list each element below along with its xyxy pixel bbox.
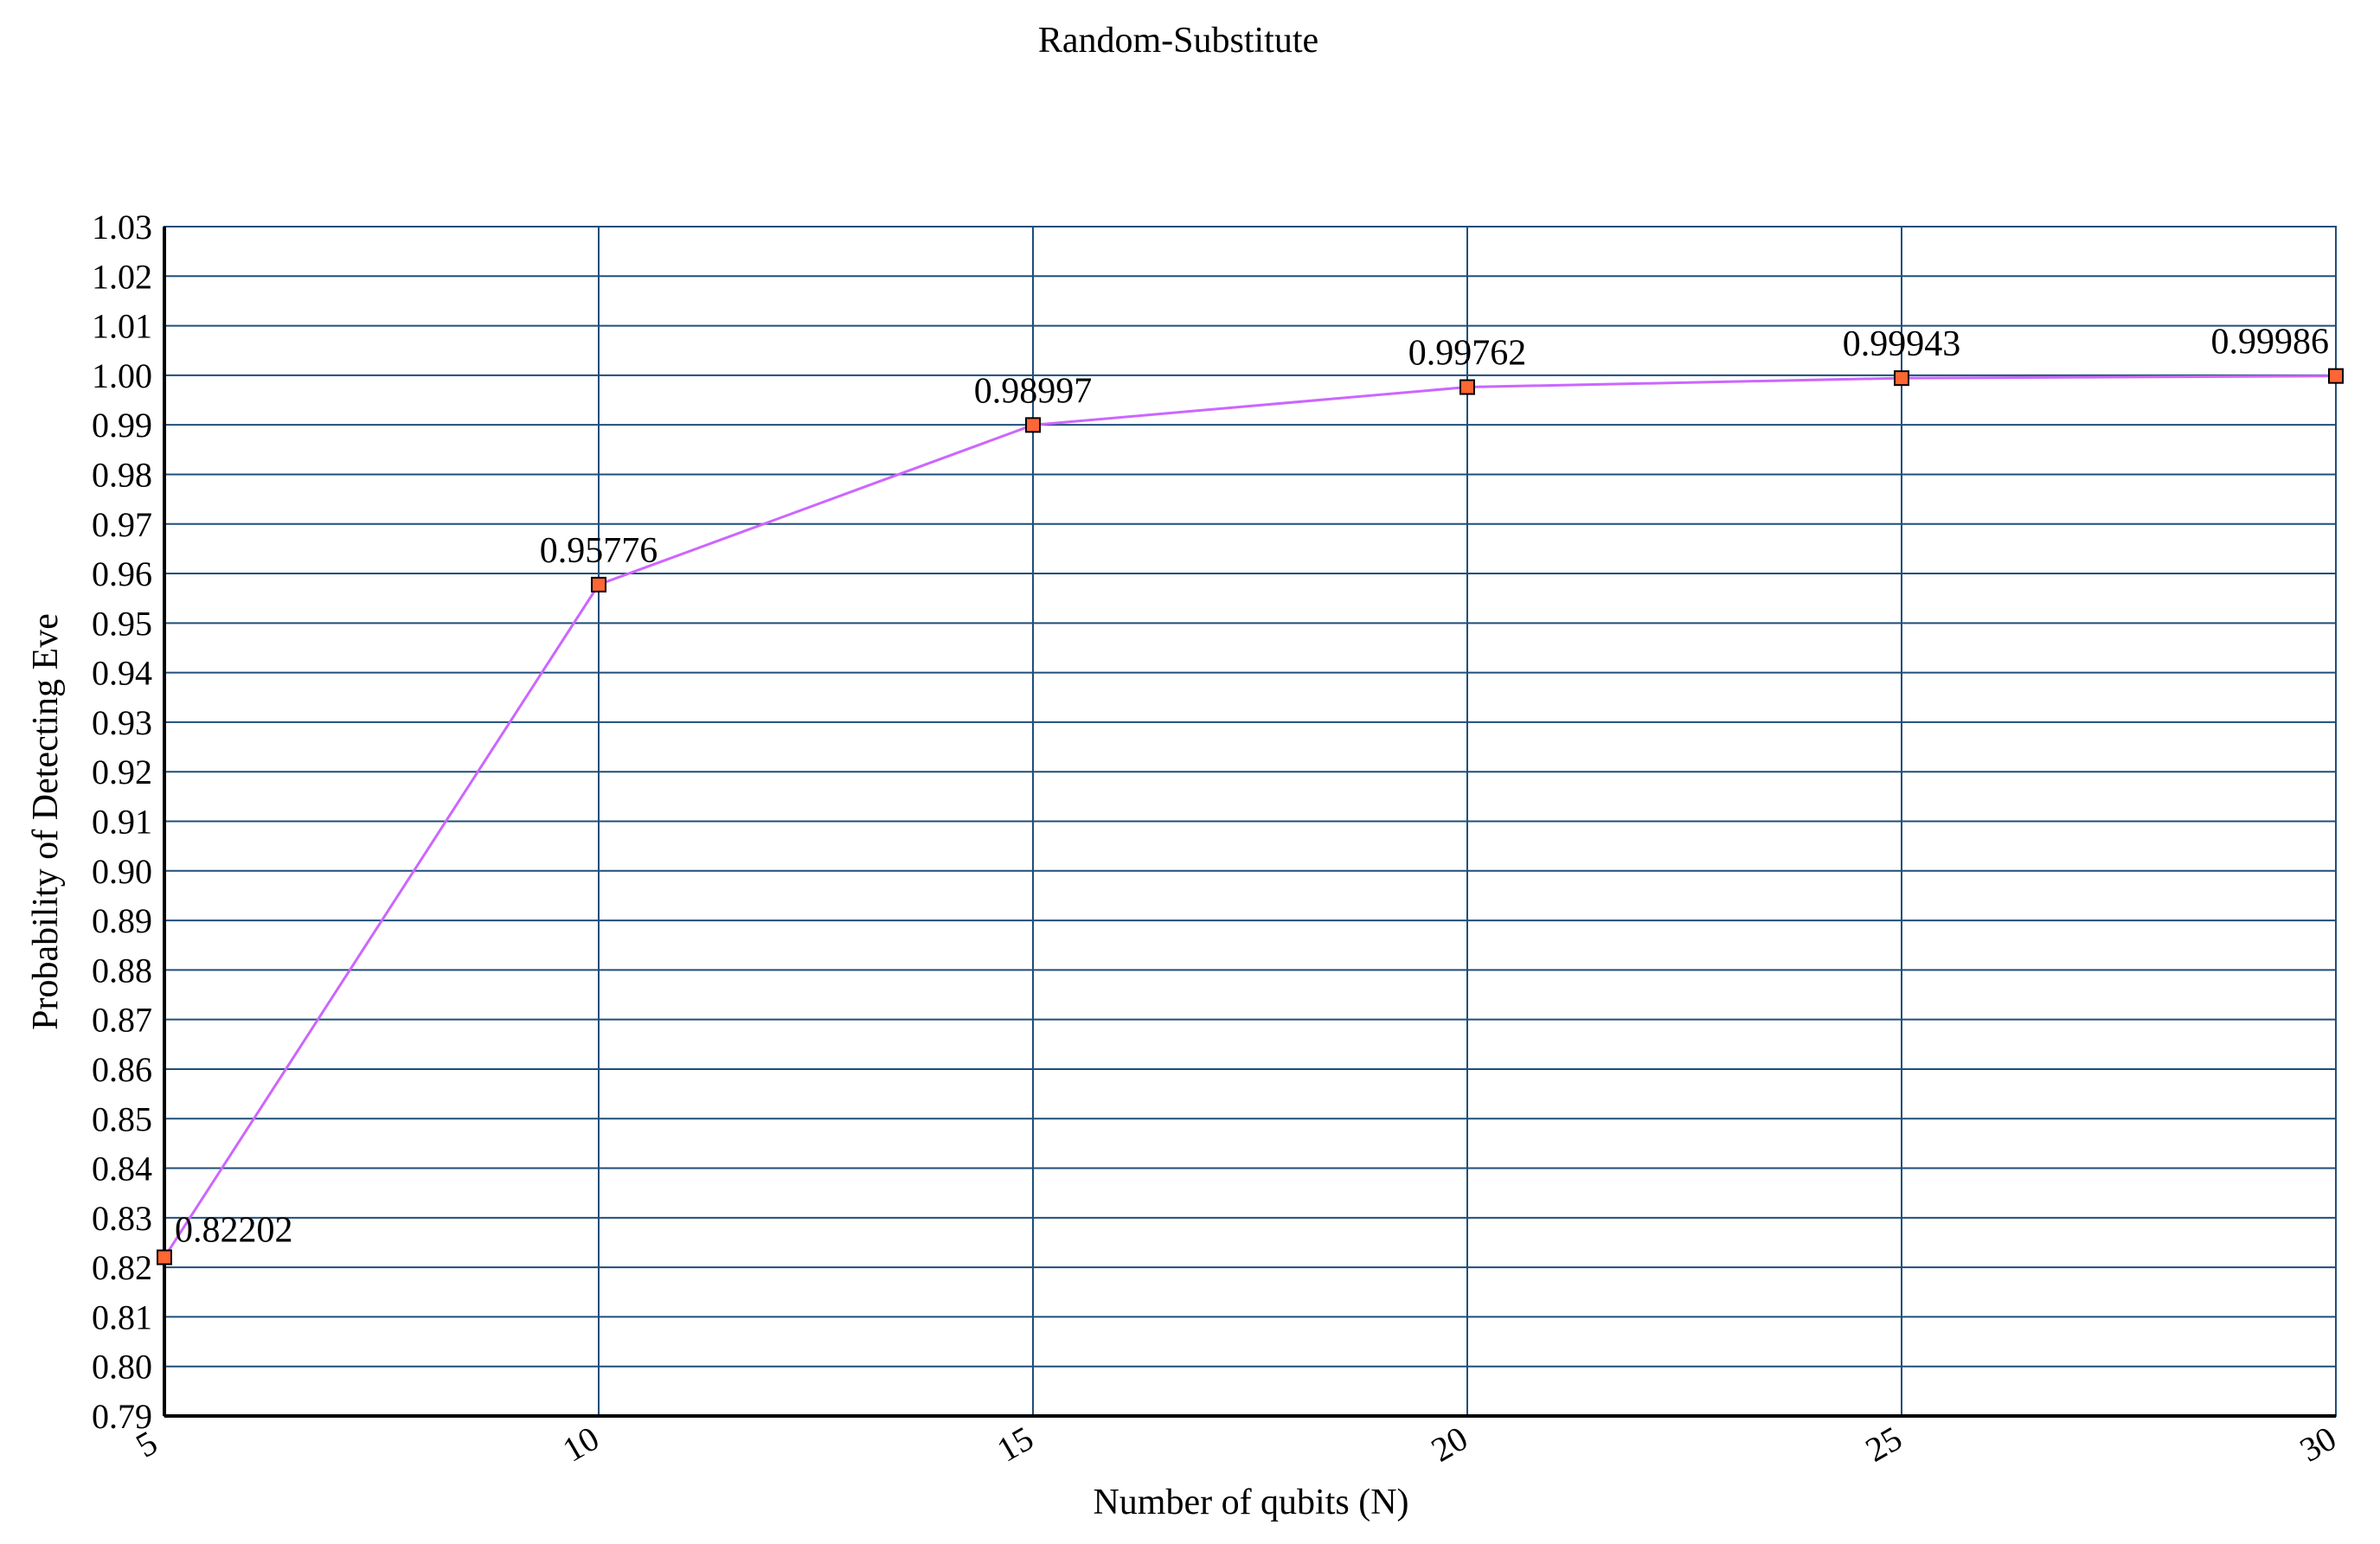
data-point-marker [157, 1249, 172, 1265]
data-label: 0.99986 [2211, 323, 2330, 362]
data-point-marker [1459, 379, 1475, 395]
data-label: 0.99943 [1843, 324, 1961, 364]
y-axis-label: Probability of Detecting Eve [26, 613, 66, 1030]
data-label: 0.95776 [540, 531, 658, 571]
y-tick-label: 0.79 [92, 1397, 152, 1436]
y-tick-label: 0.99 [92, 406, 152, 445]
x-tick-label: 20 [1425, 1419, 1474, 1470]
y-tick-label: 0.83 [92, 1199, 152, 1238]
y-tick-label: 0.88 [92, 951, 152, 990]
chart-title: Random-Substitute [1038, 21, 1318, 61]
y-tick-label: 0.96 [92, 554, 152, 593]
y-tick-label: 0.94 [92, 654, 152, 693]
y-tick-label: 0.81 [92, 1297, 152, 1336]
x-tick-labels: 5 10 15 20 25 30 [129, 1419, 2342, 1470]
y-tick-label: 0.89 [92, 901, 152, 940]
x-tick-label: 25 [1859, 1419, 1908, 1470]
y-tick-label: 0.92 [92, 753, 152, 791]
y-tick-label: 0.80 [92, 1348, 152, 1387]
y-tick-label: 0.86 [92, 1050, 152, 1089]
data-point-marker [2328, 368, 2344, 384]
y-tick-label: 0.82 [92, 1248, 152, 1287]
data-label: 0.82202 [175, 1211, 293, 1251]
y-tick-label: 0.98 [92, 455, 152, 494]
data-point-marker [1894, 370, 1909, 387]
data-label: 0.98997 [974, 371, 1093, 411]
y-tick-label: 1.00 [92, 356, 152, 395]
y-tick-labels: 0.79 0.80 0.81 0.82 0.83 0.84 0.85 0.86 0.87 0.88… [92, 208, 152, 1436]
y-tick-label: 0.85 [92, 1099, 152, 1138]
y-tick-label: 0.93 [92, 703, 152, 742]
x-tick-label: 10 [556, 1419, 606, 1470]
x-axis-label: Number of qubits (N) [1093, 1483, 1408, 1522]
data-label: 0.99762 [1408, 334, 1527, 374]
data-point-marker [1025, 417, 1041, 433]
x-tick-label: 5 [129, 1423, 164, 1465]
y-tick-label: 0.91 [92, 803, 152, 842]
series-group: 0.82202 0.95776 0.98997 0.99762 0.99943 0.999… [157, 323, 2344, 1265]
y-tick-label: 0.84 [92, 1150, 152, 1188]
data-point-marker [591, 576, 606, 593]
y-tick-label: 1.02 [92, 257, 152, 296]
y-tick-label: 0.90 [92, 852, 152, 891]
x-tick-label: 15 [991, 1419, 1040, 1470]
y-tick-label: 1.01 [92, 307, 152, 346]
y-tick-label: 0.87 [92, 1001, 152, 1040]
y-tick-label: 0.95 [92, 604, 152, 643]
y-tick-label: 1.03 [92, 208, 152, 247]
series-line [163, 375, 2337, 1259]
y-tick-label: 0.97 [92, 505, 152, 544]
x-tick-label: 30 [2293, 1419, 2343, 1470]
